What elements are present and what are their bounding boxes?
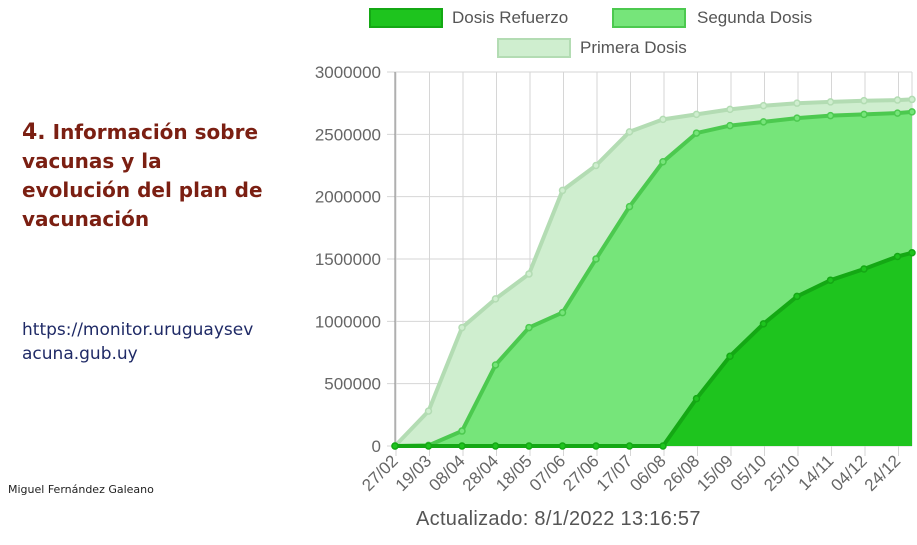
x-tick-label: 15/09 bbox=[693, 451, 737, 495]
legend-swatch bbox=[369, 8, 443, 28]
y-tick-label: 500000 bbox=[324, 375, 381, 394]
x-tick-label: 25/10 bbox=[760, 451, 804, 495]
x-tick-label: 14/11 bbox=[795, 451, 838, 494]
point-primera-dosis bbox=[491, 295, 500, 303]
x-tick-label: 18/05 bbox=[492, 451, 536, 495]
point-dosis-refuerzo bbox=[908, 249, 916, 257]
x-tick-label: 27/02 bbox=[358, 451, 402, 495]
point-segunda-dosis bbox=[592, 255, 600, 263]
point-dosis-refuerzo bbox=[592, 442, 600, 450]
y-tick-label: 3000000 bbox=[315, 63, 381, 82]
point-primera-dosis bbox=[893, 96, 902, 104]
point-dosis-refuerzo bbox=[826, 276, 835, 284]
x-tick-label: 05/10 bbox=[727, 451, 771, 495]
point-dosis-refuerzo bbox=[558, 442, 567, 450]
y-tick-label: 2500000 bbox=[315, 125, 381, 144]
point-dosis-refuerzo bbox=[391, 442, 399, 450]
point-dosis-refuerzo bbox=[860, 265, 868, 273]
heading-text: Información sobre vacunas y la evolución… bbox=[22, 120, 263, 231]
heading-number: 4. bbox=[22, 120, 46, 145]
point-segunda-dosis bbox=[893, 109, 902, 117]
point-dosis-refuerzo bbox=[692, 394, 701, 403]
point-primera-dosis bbox=[458, 323, 466, 332]
point-primera-dosis bbox=[908, 95, 916, 104]
point-segunda-dosis bbox=[692, 129, 701, 137]
updated-timestamp: Actualizado: 8/1/2022 13:16:57 bbox=[416, 508, 701, 530]
legend-swatch bbox=[497, 38, 571, 58]
point-dosis-refuerzo bbox=[625, 442, 634, 450]
point-segunda-dosis bbox=[659, 158, 667, 166]
point-primera-dosis bbox=[525, 270, 533, 278]
legend-swatch bbox=[612, 8, 686, 28]
point-dosis-refuerzo bbox=[458, 442, 466, 450]
author-name: Miguel Fernández Galeano bbox=[8, 483, 154, 496]
point-segunda-dosis bbox=[558, 308, 567, 317]
point-segunda-dosis bbox=[491, 361, 500, 369]
point-dosis-refuerzo bbox=[525, 442, 533, 450]
point-segunda-dosis bbox=[525, 323, 533, 332]
y-tick-label: 2000000 bbox=[315, 188, 381, 207]
point-segunda-dosis bbox=[458, 427, 466, 435]
x-tick-label: 17/07 bbox=[593, 451, 637, 495]
point-dosis-refuerzo bbox=[424, 442, 433, 450]
point-segunda-dosis bbox=[726, 121, 734, 130]
point-segunda-dosis bbox=[908, 108, 916, 116]
slide-heading: 4. Información sobre vacunas y la evoluc… bbox=[22, 118, 272, 234]
legend-label: Segunda Dosis bbox=[697, 8, 812, 27]
point-dosis-refuerzo bbox=[893, 252, 902, 261]
x-tick-label: 19/03 bbox=[392, 451, 436, 495]
point-dosis-refuerzo bbox=[793, 292, 801, 301]
legend-label: Primera Dosis bbox=[580, 38, 687, 57]
point-primera-dosis bbox=[759, 101, 768, 110]
x-tick-label: 08/04 bbox=[425, 451, 469, 495]
x-tick-label: 04/12 bbox=[827, 451, 871, 495]
point-primera-dosis bbox=[793, 99, 801, 107]
point-segunda-dosis bbox=[826, 111, 835, 120]
point-primera-dosis bbox=[558, 186, 567, 195]
point-segunda-dosis bbox=[860, 110, 868, 119]
y-tick-label: 1000000 bbox=[315, 312, 381, 331]
point-dosis-refuerzo bbox=[491, 442, 500, 450]
y-tick-label: 1500000 bbox=[315, 250, 381, 269]
x-tick-label: 28/04 bbox=[459, 451, 503, 495]
point-dosis-refuerzo bbox=[659, 442, 667, 450]
point-primera-dosis bbox=[424, 407, 433, 415]
point-primera-dosis bbox=[726, 105, 734, 114]
point-primera-dosis bbox=[692, 110, 701, 119]
point-segunda-dosis bbox=[625, 202, 634, 211]
area-dosis-refuerzo bbox=[395, 252, 912, 446]
x-tick-label: 27/06 bbox=[559, 451, 603, 495]
y-tick-label: 0 bbox=[372, 437, 381, 456]
point-primera-dosis bbox=[860, 96, 868, 105]
point-dosis-refuerzo bbox=[726, 352, 734, 360]
x-tick-label: 26/08 bbox=[660, 451, 704, 495]
point-dosis-refuerzo bbox=[759, 320, 768, 328]
x-tick-label: 07/06 bbox=[526, 451, 570, 495]
point-segunda-dosis bbox=[793, 114, 801, 122]
point-primera-dosis bbox=[826, 98, 835, 106]
x-tick-label: 06/08 bbox=[626, 451, 670, 495]
point-primera-dosis bbox=[625, 128, 634, 136]
point-primera-dosis bbox=[659, 115, 667, 124]
point-segunda-dosis bbox=[759, 118, 768, 126]
legend-label: Dosis Refuerzo bbox=[452, 8, 568, 27]
x-tick-label: 24/12 bbox=[861, 451, 905, 495]
monitor-link[interactable]: https://monitor.uruguaysevacuna.gub.uy bbox=[22, 320, 254, 364]
point-primera-dosis bbox=[592, 161, 600, 170]
